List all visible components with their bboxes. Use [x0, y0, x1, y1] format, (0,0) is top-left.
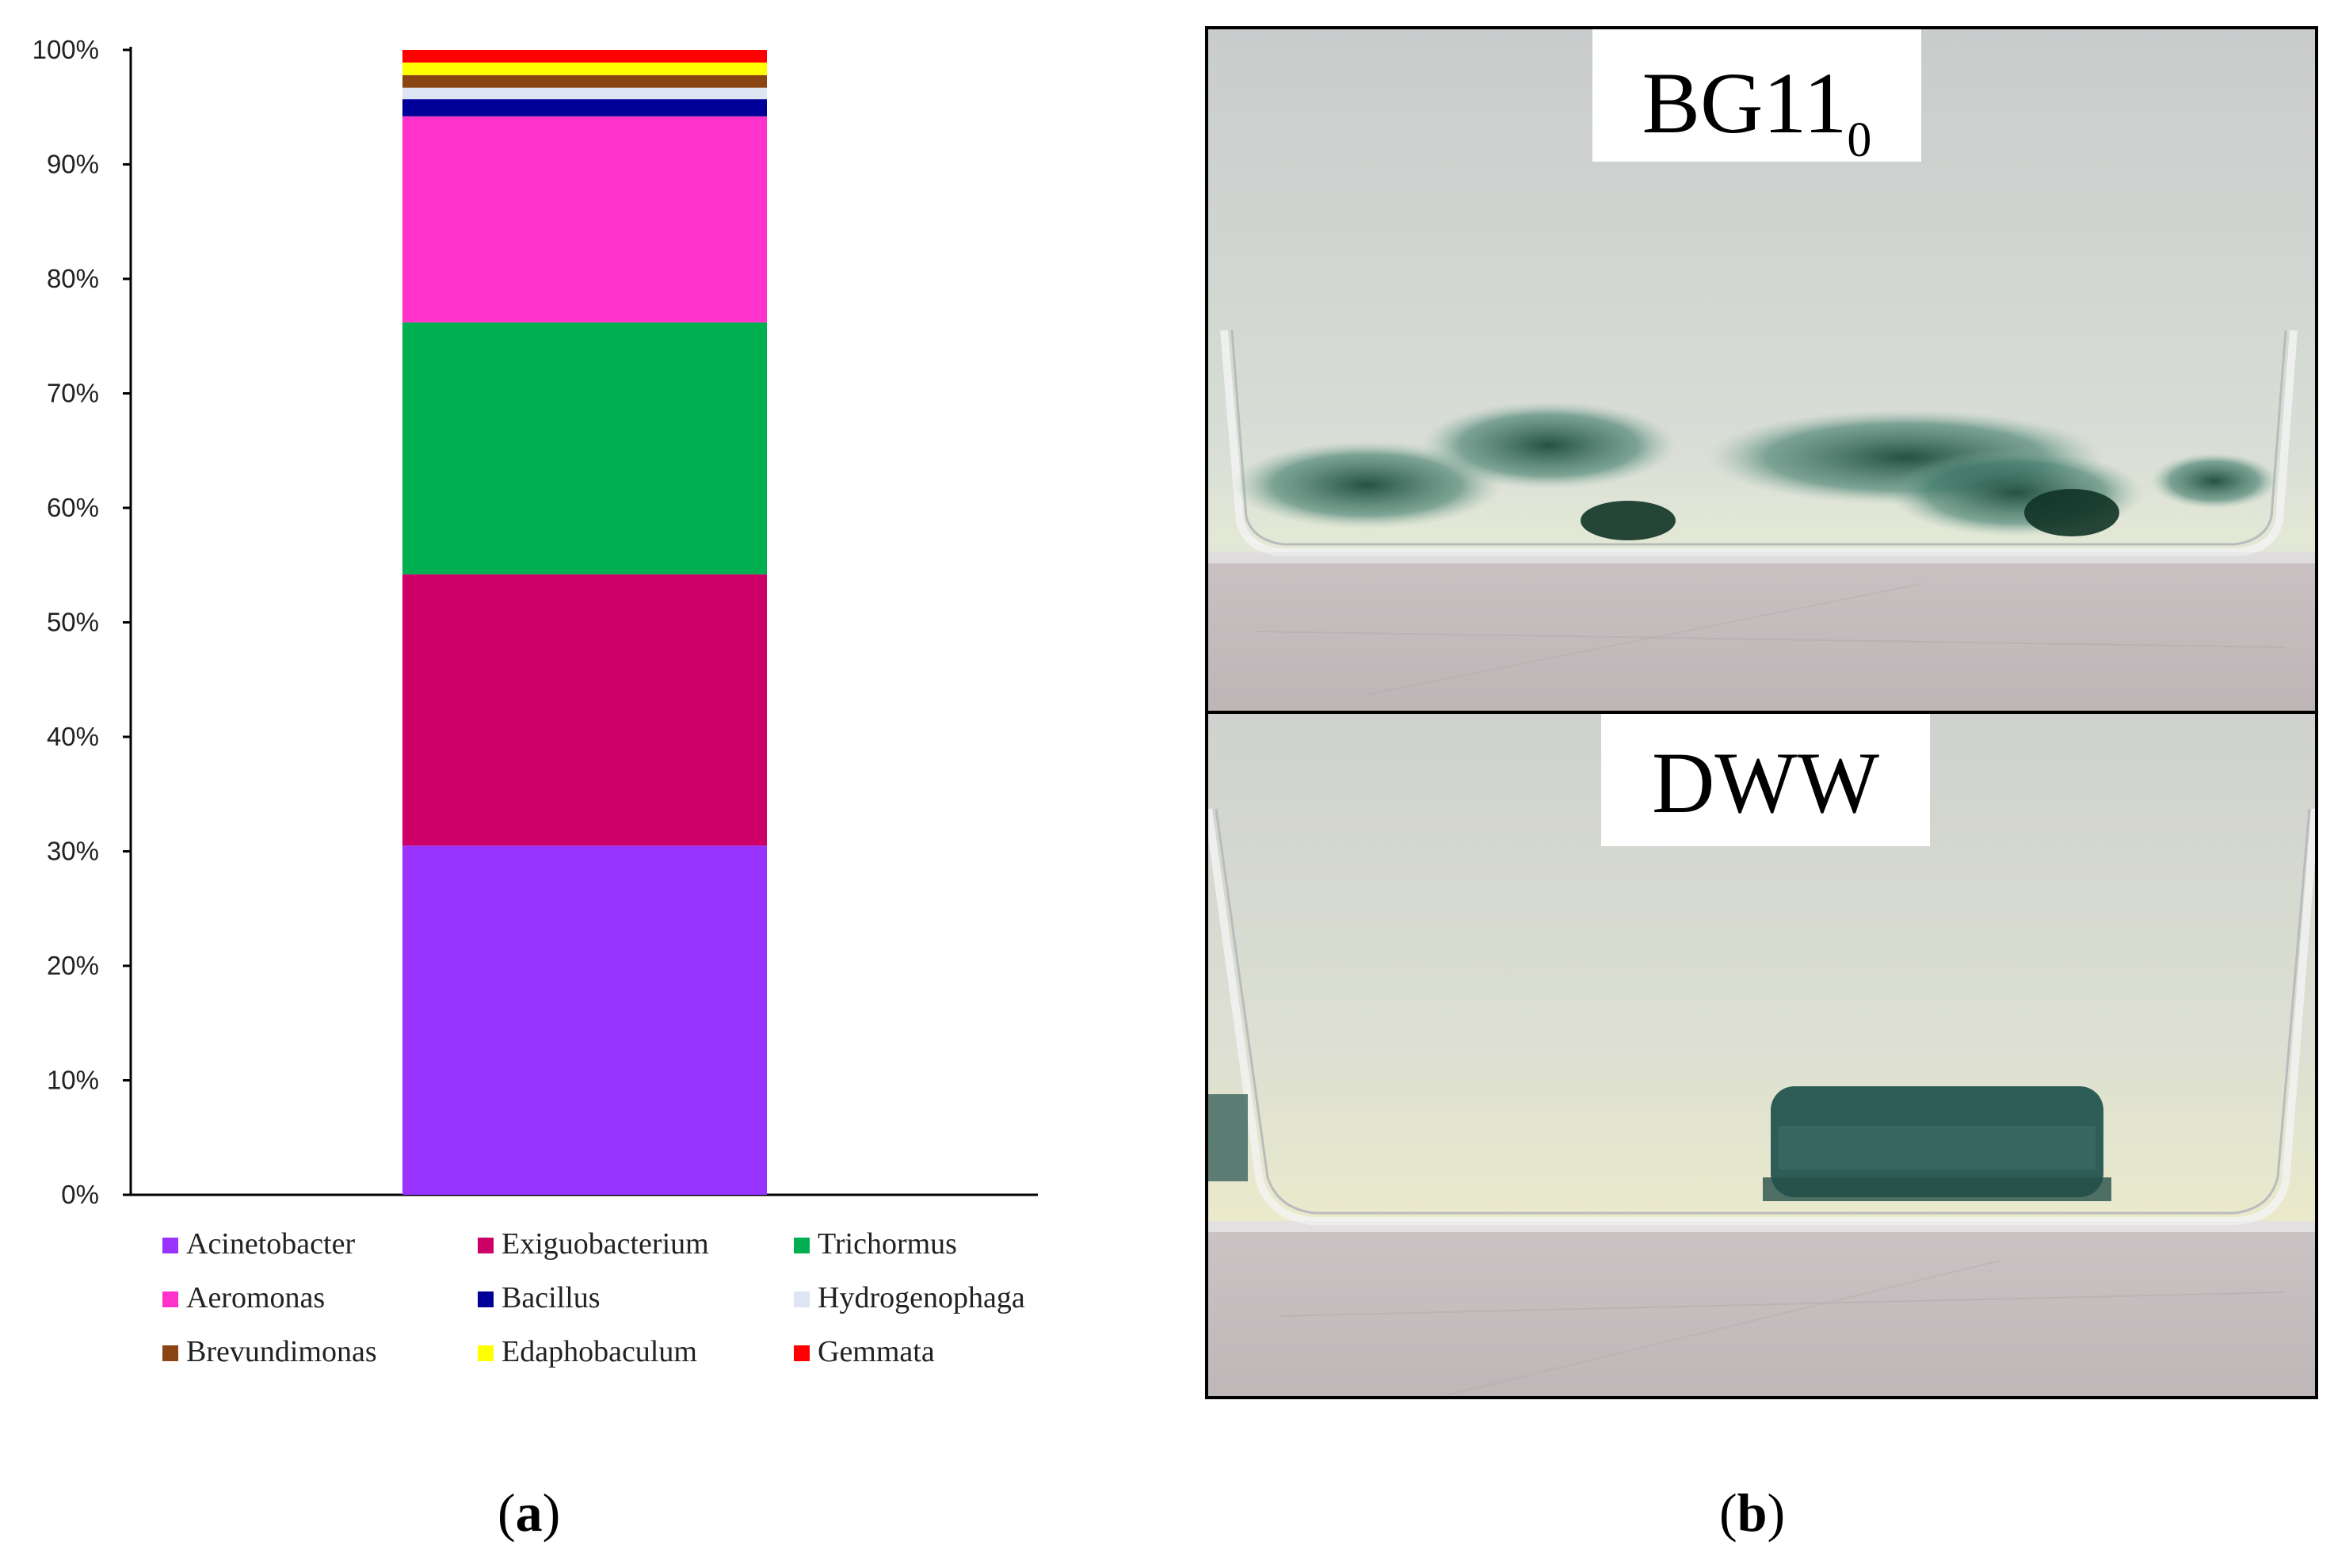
y-tick-label: 80%	[47, 264, 99, 293]
legend-item-bacillus: Bacillus	[478, 1281, 601, 1314]
legend-swatch	[478, 1345, 494, 1361]
y-tick-label: 0%	[61, 1180, 99, 1209]
culture-photos: BG110	[1205, 26, 2318, 1399]
legend-swatch	[162, 1291, 178, 1307]
flask-photo-top	[1208, 29, 2315, 711]
legend-swatch	[162, 1238, 178, 1253]
photo-label-bg11: BG110	[1592, 29, 1921, 165]
legend-item-acinetobacter: Acinetobacter	[162, 1227, 355, 1261]
y-tick-label: 50%	[47, 608, 99, 637]
bar-segment-edaphobaculum	[402, 62, 767, 75]
stacked-bar	[402, 50, 767, 1195]
photo-label-dww: DWW	[1601, 714, 1930, 846]
panel-label-b: (b)	[1719, 1482, 1786, 1543]
legend-item-gemmata: Gemmata	[794, 1335, 935, 1368]
bar-segment-exiguobacterium	[402, 574, 767, 846]
legend-label: Trichormus	[818, 1227, 957, 1261]
panel-label-a: (a)	[498, 1482, 561, 1543]
legend-swatch	[162, 1345, 178, 1361]
legend-item-hydrogenophaga: Hydrogenophaga	[794, 1281, 1025, 1314]
legend-label: Edaphobaculum	[502, 1335, 697, 1368]
legend-swatch	[794, 1238, 810, 1253]
legend-label: Gemmata	[818, 1335, 935, 1368]
chart-axes: 0% 10% 20% 30% 40% 50% 60% 70% 80% 90% 100%	[32, 35, 1038, 1209]
photo-dww: DWW	[1208, 714, 2315, 1396]
legend-item-edaphobaculum: Edaphobaculum	[478, 1335, 697, 1368]
legend-label: Aeromonas	[186, 1281, 325, 1314]
legend-swatch	[794, 1345, 810, 1361]
legend-label: Bacillus	[502, 1281, 601, 1314]
y-tick-label: 40%	[47, 722, 99, 751]
legend-swatch	[478, 1238, 494, 1253]
legend-label: Acinetobacter	[186, 1227, 355, 1261]
bar-segment-bacillus	[402, 99, 767, 116]
y-tick-label: 70%	[47, 379, 99, 408]
bar-segment-brevundimonas	[402, 74, 767, 88]
y-tick-label: 90%	[47, 150, 99, 179]
bar-segment-hydrogenophaga	[402, 87, 767, 100]
legend-label: Brevundimonas	[186, 1335, 377, 1368]
legend-label: Exiguobacterium	[502, 1227, 709, 1261]
legend-item-aeromonas: Aeromonas	[162, 1281, 325, 1314]
flask-photo-bottom	[1208, 714, 2315, 1396]
bar-segment-gemmata	[402, 50, 767, 63]
y-tick-label: 100%	[32, 35, 99, 64]
legend-item-trichormus: Trichormus	[794, 1227, 957, 1261]
legend-swatch	[794, 1291, 810, 1307]
legend-item-exiguobacterium: Exiguobacterium	[478, 1227, 709, 1261]
y-tick-label: 10%	[47, 1066, 99, 1095]
y-tick-label: 30%	[47, 837, 99, 866]
photo-divider	[1208, 711, 2315, 714]
bar-segment-aeromonas	[402, 116, 767, 322]
legend-item-brevundimonas: Brevundimonas	[162, 1335, 377, 1368]
bar-segment-acinetobacter	[402, 845, 767, 1195]
photo-bg11: BG110	[1208, 29, 2315, 711]
stacked-bar-chart: 0% 10% 20% 30% 40% 50% 60% 70% 80% 90% 100% Acinet…	[32, 35, 1038, 1368]
legend-swatch	[478, 1291, 494, 1307]
legend-label: Hydrogenophaga	[818, 1281, 1025, 1314]
y-tick-label: 60%	[47, 493, 99, 522]
bar-segment-trichormus	[402, 322, 767, 574]
y-tick-label: 20%	[47, 951, 99, 980]
chart-legend: Acinetobacter Exiguobacterium Trichormus Ae…	[162, 1227, 1025, 1368]
